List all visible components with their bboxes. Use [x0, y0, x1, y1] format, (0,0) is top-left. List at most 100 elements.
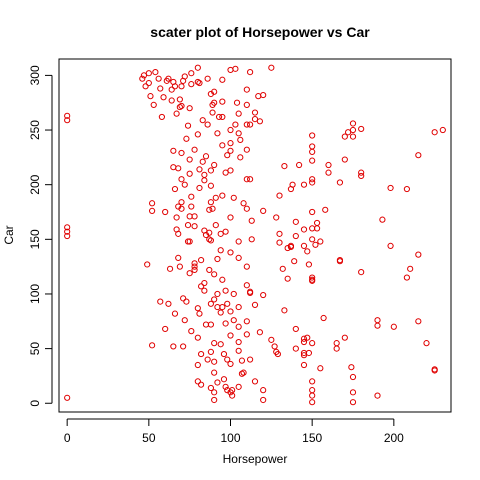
data-point: [247, 69, 254, 76]
data-point: [211, 340, 218, 347]
data-point: [300, 361, 308, 369]
data-point: [224, 152, 231, 159]
data-point: [227, 249, 234, 256]
data-point: [211, 88, 218, 95]
data-point: [291, 258, 298, 265]
data-point: [235, 347, 242, 354]
data-point: [415, 251, 422, 258]
data-point: [256, 329, 263, 336]
data-point: [349, 126, 357, 134]
data-point: [194, 361, 201, 369]
data-point: [260, 396, 267, 404]
data-point: [292, 345, 299, 352]
data-point: [243, 263, 250, 270]
data-point: [235, 383, 242, 390]
data-point: [186, 270, 193, 277]
data-point: [147, 93, 154, 100]
data-point: [309, 274, 316, 281]
data-point: [171, 83, 179, 90]
data-point: [387, 242, 394, 249]
data-point: [199, 117, 206, 124]
data-point: [243, 86, 250, 93]
data-point: [341, 156, 348, 163]
x-axis-label: Horsepower: [223, 452, 288, 466]
data-point: [251, 301, 259, 308]
data-point: [273, 214, 280, 221]
data-point: [243, 282, 250, 289]
data-point: [191, 213, 198, 220]
data-point: [313, 219, 321, 227]
data-point: [184, 122, 192, 129]
data-point: [180, 295, 187, 302]
data-point: [168, 86, 175, 93]
data-point: [206, 229, 213, 236]
data-point: [171, 310, 179, 317]
data-point: [188, 193, 195, 200]
data-point: [374, 317, 381, 324]
data-point: [255, 93, 262, 100]
data-point: [168, 97, 175, 104]
data-point: [206, 236, 213, 243]
data-point: [333, 345, 340, 352]
y-tick-label: 0: [28, 400, 42, 407]
data-point: [180, 343, 187, 350]
data-point: [276, 192, 283, 199]
data-point: [145, 70, 152, 77]
data-point: [175, 254, 182, 262]
data-point: [349, 373, 357, 381]
data-point: [230, 290, 237, 298]
data-point: [374, 392, 381, 399]
data-point: [186, 170, 193, 177]
y-tick-label: 50: [28, 342, 42, 356]
data-point: [191, 223, 198, 230]
data-point: [322, 206, 329, 213]
x-tick-label: 200: [384, 431, 404, 445]
data-point: [304, 334, 311, 341]
data-point: [349, 389, 357, 396]
data-point: [139, 75, 146, 82]
data-point: [64, 232, 71, 240]
data-point: [292, 232, 299, 240]
data-point: [300, 338, 308, 346]
data-point: [140, 72, 148, 79]
data-point: [224, 300, 231, 307]
data-point: [178, 205, 185, 212]
data-point: [358, 269, 365, 276]
y-tick-label: 250: [28, 120, 42, 140]
data-point: [166, 265, 174, 272]
data-point: [227, 126, 234, 134]
data-point: [217, 341, 224, 348]
data-point: [201, 287, 208, 294]
data-point: [149, 207, 156, 215]
data-point: [181, 73, 188, 80]
data-point: [271, 343, 278, 350]
data-point: [64, 228, 71, 235]
data-point: [309, 387, 316, 394]
data-point: [358, 172, 365, 180]
data-point: [325, 169, 332, 176]
data-point: [222, 287, 229, 294]
data-point: [211, 358, 218, 365]
data-point: [145, 79, 152, 87]
data-point: [247, 176, 254, 183]
data-point: [142, 83, 149, 90]
data-point: [336, 258, 344, 265]
data-point: [284, 275, 291, 282]
data-point: [309, 208, 316, 216]
data-point: [188, 328, 195, 335]
data-point: [320, 314, 327, 322]
data-point: [325, 161, 332, 169]
data-point: [309, 143, 316, 150]
data-point: [214, 379, 221, 386]
data-point: [204, 356, 211, 363]
data-point: [305, 349, 312, 357]
data-points: [64, 64, 446, 406]
data-point: [198, 256, 205, 264]
data-point: [155, 75, 162, 82]
data-point: [219, 303, 226, 311]
data-point: [196, 166, 203, 173]
data-point: [227, 308, 234, 315]
data-point: [178, 102, 185, 110]
data-point: [157, 85, 164, 92]
data-point: [345, 129, 352, 136]
